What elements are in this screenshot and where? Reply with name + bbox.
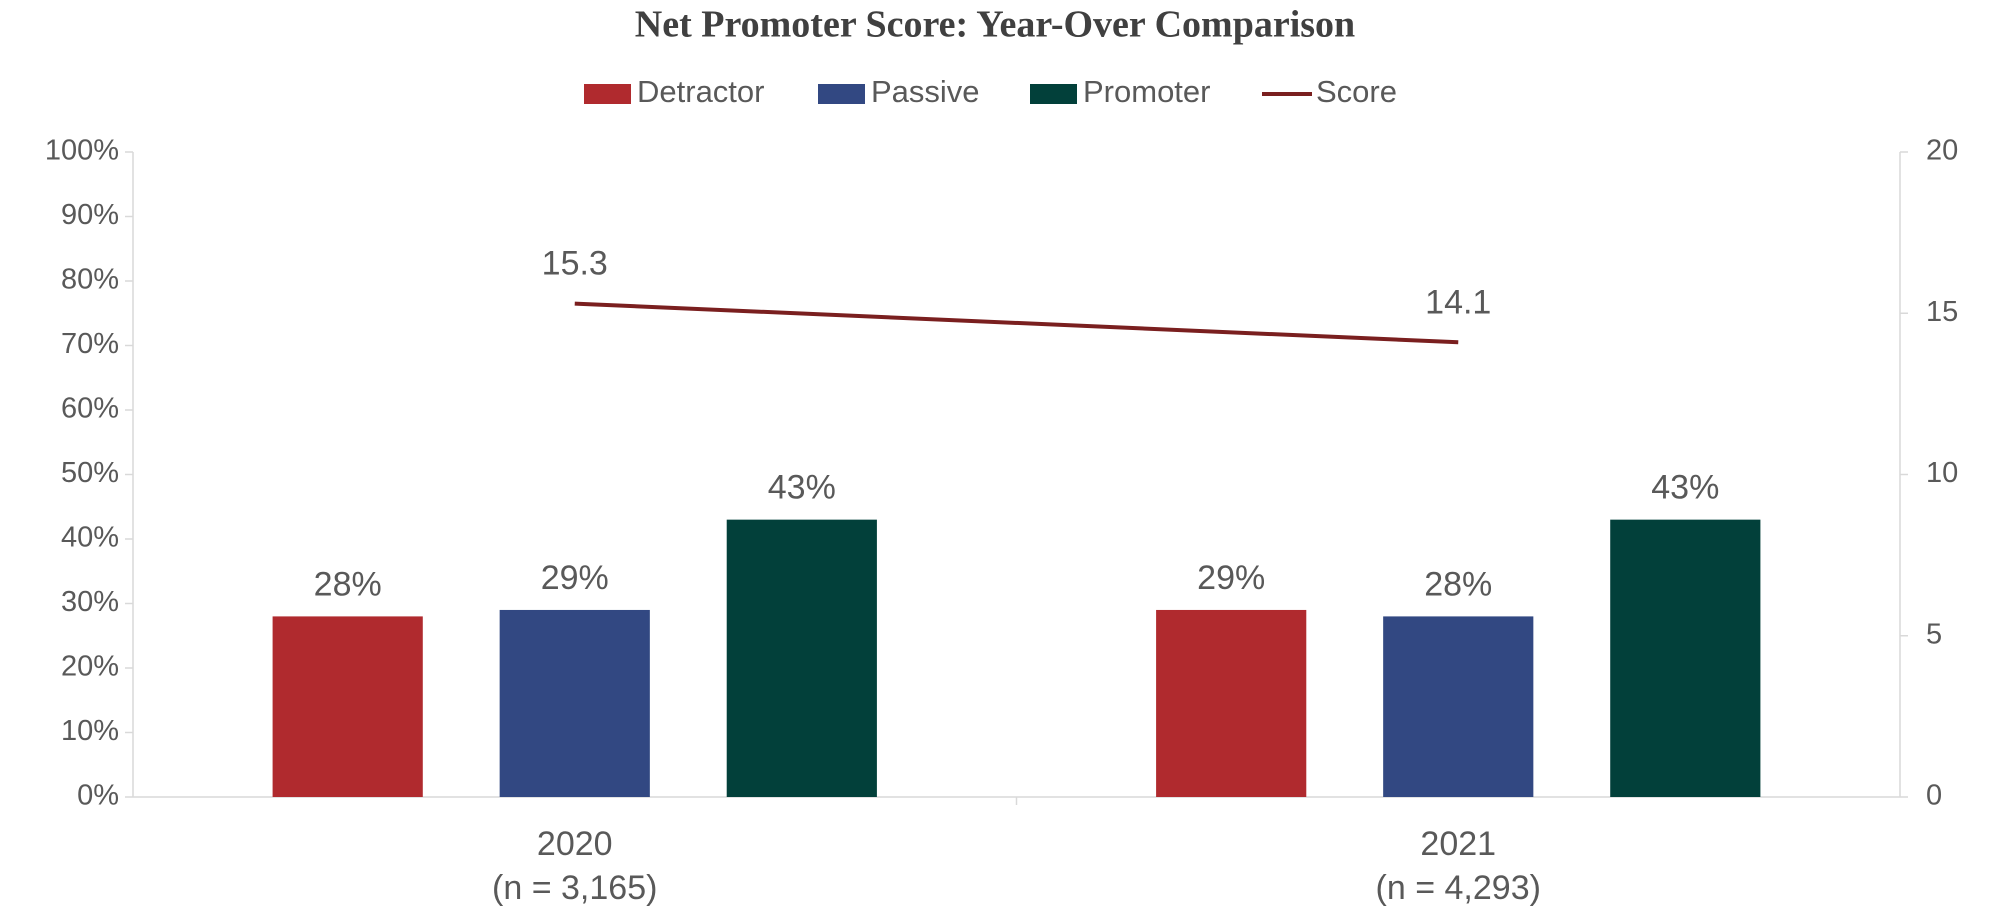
- legend-label: Detractor: [637, 74, 764, 109]
- y-tick-label: 90%: [61, 199, 119, 231]
- x-tick-sublabel: (n = 3,165): [492, 869, 657, 907]
- bar: [726, 519, 877, 797]
- y2-tick-label: 20: [1926, 135, 1958, 167]
- bar: [1383, 616, 1534, 797]
- bar-value-label: 43%: [768, 469, 836, 507]
- legend-swatch: [1030, 84, 1077, 104]
- bar: [499, 609, 650, 797]
- legend-swatch: [818, 84, 865, 104]
- x-tick-sublabel: (n = 4,293): [1376, 869, 1541, 907]
- legend-label: Promoter: [1083, 74, 1210, 109]
- y-tick-label: 20%: [61, 651, 119, 683]
- y-tick-label: 30%: [61, 586, 119, 618]
- bar-value-label: 29%: [541, 559, 609, 597]
- y2-tick-label: 15: [1926, 296, 1958, 328]
- y-tick-label: 50%: [61, 457, 119, 489]
- legend-swatch: [584, 84, 631, 104]
- y2-tick-label: 0: [1926, 780, 1942, 812]
- bar-value-label: 43%: [1651, 469, 1719, 507]
- legend-label: Passive: [871, 74, 980, 109]
- bar: [1156, 609, 1307, 797]
- chart-title: Net Promoter Score: Year-Over Comparison: [635, 4, 1355, 46]
- bar-value-label: 28%: [1424, 565, 1492, 603]
- x-tick-label: 2020: [537, 825, 613, 863]
- y-tick-label: 70%: [61, 328, 119, 360]
- y2-tick-label: 10: [1926, 457, 1958, 489]
- y-tick-label: 80%: [61, 264, 119, 296]
- y-tick-label: 40%: [61, 522, 119, 554]
- y-tick-label: 10%: [61, 715, 119, 747]
- y-tick-label: 0%: [77, 780, 119, 812]
- x-tick-label: 2021: [1420, 825, 1496, 863]
- bar: [272, 616, 423, 797]
- bar-value-label: 29%: [1197, 559, 1265, 597]
- y-tick-label: 100%: [45, 135, 119, 167]
- bar: [1610, 519, 1761, 797]
- legend-label: Score: [1316, 74, 1397, 109]
- y2-tick-label: 5: [1926, 618, 1942, 650]
- line-value-label: 15.3: [542, 245, 608, 283]
- bar-value-label: 28%: [314, 565, 382, 603]
- y-tick-label: 60%: [61, 393, 119, 425]
- score-line: [574, 301, 1459, 345]
- line-value-label: 14.1: [1425, 283, 1491, 321]
